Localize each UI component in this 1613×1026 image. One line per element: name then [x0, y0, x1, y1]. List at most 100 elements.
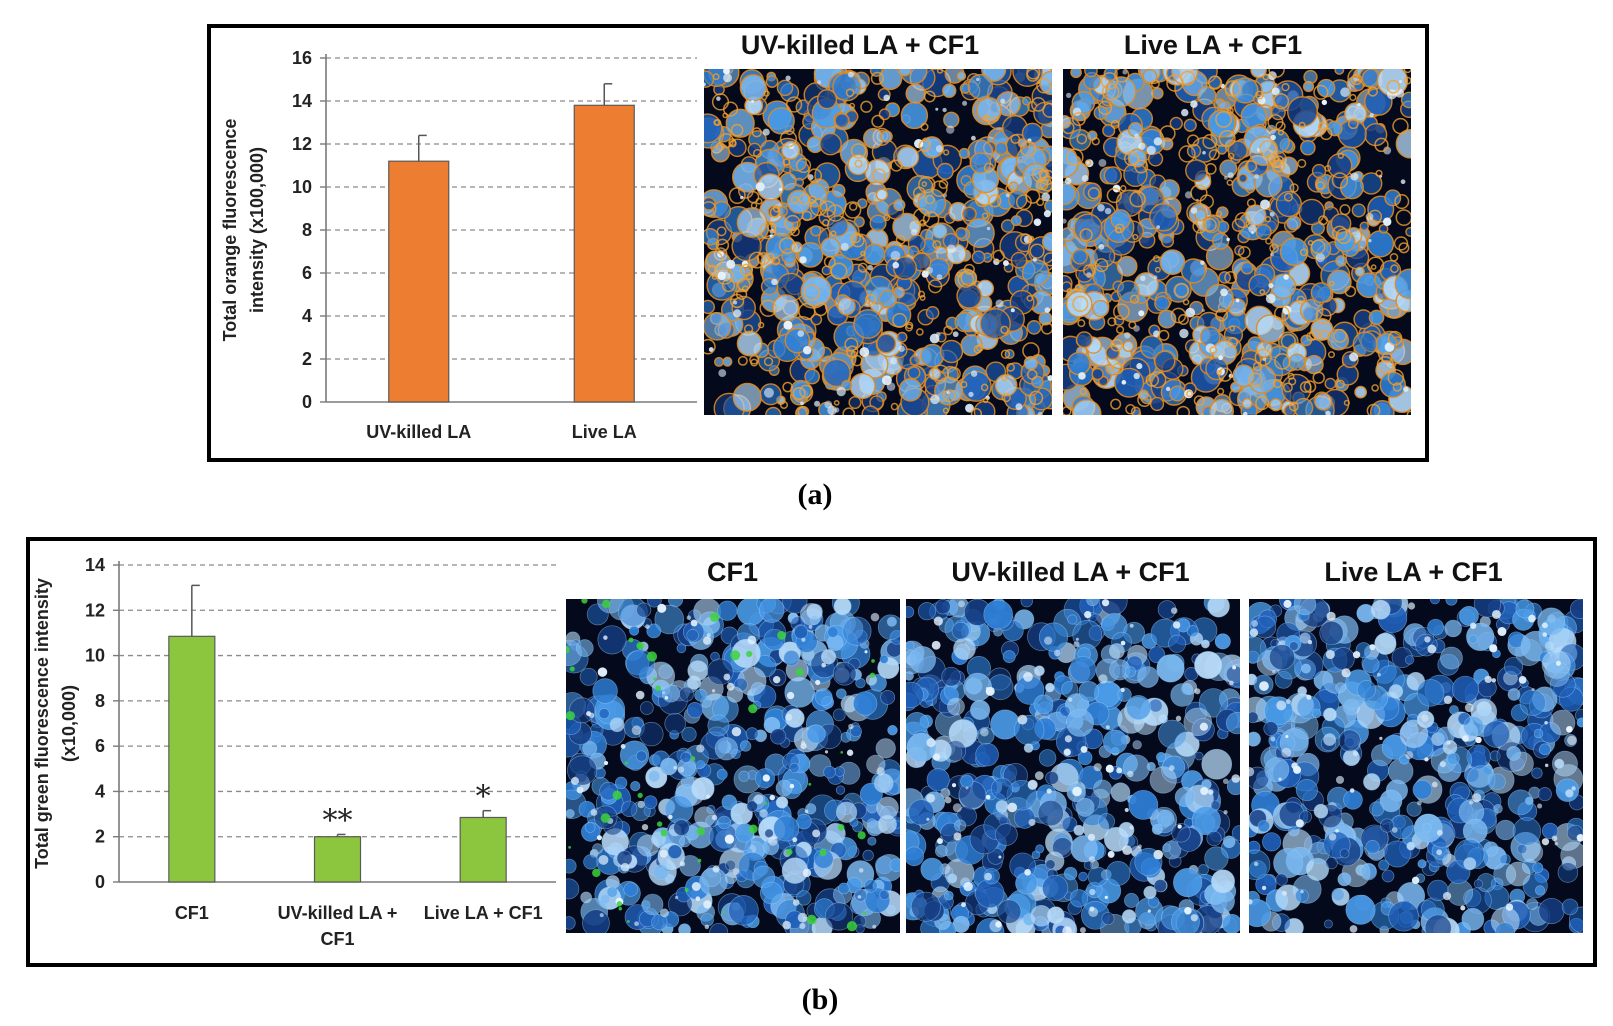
membrane-stain [1154, 266, 1161, 273]
cell [728, 895, 759, 926]
cell [704, 70, 715, 88]
membrane-stain [918, 176, 936, 194]
membrane-stain [851, 234, 865, 248]
membrane-stain [850, 232, 862, 244]
cell [1417, 859, 1427, 869]
cell [1459, 606, 1479, 626]
membrane-stain [917, 290, 926, 298]
nucleus [1261, 885, 1267, 891]
cell [907, 366, 921, 380]
cell [997, 899, 1022, 924]
cell [827, 634, 844, 652]
nucleus [1066, 92, 1072, 99]
green-spot [653, 677, 657, 681]
nucleus [620, 862, 630, 872]
membrane-stain [790, 196, 799, 204]
cell [582, 740, 598, 756]
membrane-stain [1193, 395, 1205, 407]
membrane-stain [890, 402, 899, 411]
membrane-stain [779, 130, 797, 148]
nucleus [673, 766, 677, 770]
membrane-stain [1071, 112, 1086, 127]
nucleus [1326, 611, 1336, 621]
cell [1263, 721, 1279, 737]
membrane-stain [1375, 169, 1383, 178]
y-tick-label: 8 [95, 691, 105, 711]
nucleus [1321, 99, 1328, 106]
membrane-stain [1040, 322, 1052, 335]
membrane-stain [1280, 333, 1296, 349]
cell [1126, 695, 1151, 721]
nucleus [732, 868, 740, 875]
cell [1299, 632, 1311, 644]
cell [1041, 231, 1052, 252]
membrane-stain [704, 338, 716, 355]
nucleus [1047, 375, 1052, 381]
nucleus [1349, 788, 1355, 793]
y-axis-title-line1: Total orange fluorescence [220, 119, 240, 342]
membrane-stain [928, 279, 943, 294]
nucleus [1146, 145, 1156, 155]
membrane-stain [1204, 163, 1217, 175]
cell [1298, 198, 1325, 226]
green-spot [624, 761, 628, 765]
cell [917, 602, 937, 621]
membrane-stain [1020, 140, 1037, 157]
cell [814, 688, 833, 707]
membrane-stain [790, 226, 800, 237]
nucleus [576, 786, 584, 794]
nucleus [1028, 818, 1036, 826]
membrane-stain [1328, 280, 1335, 287]
membrane-stain [1339, 204, 1351, 216]
y-axis-title-line2: (x10,000) [59, 685, 79, 762]
nucleus [1328, 833, 1337, 841]
cell [1337, 872, 1352, 887]
cell [1071, 248, 1088, 265]
nucleus [755, 182, 765, 192]
cell [893, 256, 918, 281]
nucleus [686, 615, 692, 620]
membrane-stain [970, 408, 983, 415]
cell [1180, 258, 1207, 284]
cell [1293, 599, 1317, 616]
cell [1399, 719, 1429, 749]
membrane-stain [1272, 378, 1283, 389]
cell [943, 111, 960, 129]
cell [960, 774, 974, 788]
cell [953, 637, 976, 661]
nucleus [1369, 113, 1374, 118]
cell [1067, 614, 1078, 625]
nucleus [953, 832, 962, 841]
green-spot [581, 599, 588, 604]
membrane-stain [957, 271, 975, 288]
nucleus [768, 836, 778, 846]
y-axis-title-line1: Total green fluorescence intensity [32, 578, 52, 869]
cell [1069, 656, 1096, 683]
nucleus [933, 616, 943, 626]
membrane-stain [1149, 371, 1167, 389]
nucleus [740, 195, 744, 200]
cell [1222, 835, 1236, 849]
green-spot [819, 849, 827, 857]
nucleus [965, 403, 974, 413]
nucleus [858, 868, 864, 873]
nucleus [1084, 611, 1092, 619]
membrane-stain [1091, 137, 1100, 146]
cell [789, 762, 800, 773]
nucleus [1046, 788, 1052, 794]
cell [709, 922, 729, 933]
cell [1171, 907, 1200, 933]
y-tick-label: 0 [95, 872, 105, 892]
nucleus [762, 128, 770, 136]
cell [1351, 203, 1366, 218]
nucleus [1017, 714, 1028, 725]
nucleus [1044, 636, 1053, 645]
membrane-stain [1268, 69, 1285, 78]
nucleus [634, 921, 639, 927]
nucleus [789, 783, 795, 789]
cell [664, 795, 694, 824]
cell [1405, 226, 1411, 237]
nucleus [1551, 835, 1558, 842]
cell [1157, 719, 1187, 749]
membrane-stain [1318, 215, 1329, 226]
